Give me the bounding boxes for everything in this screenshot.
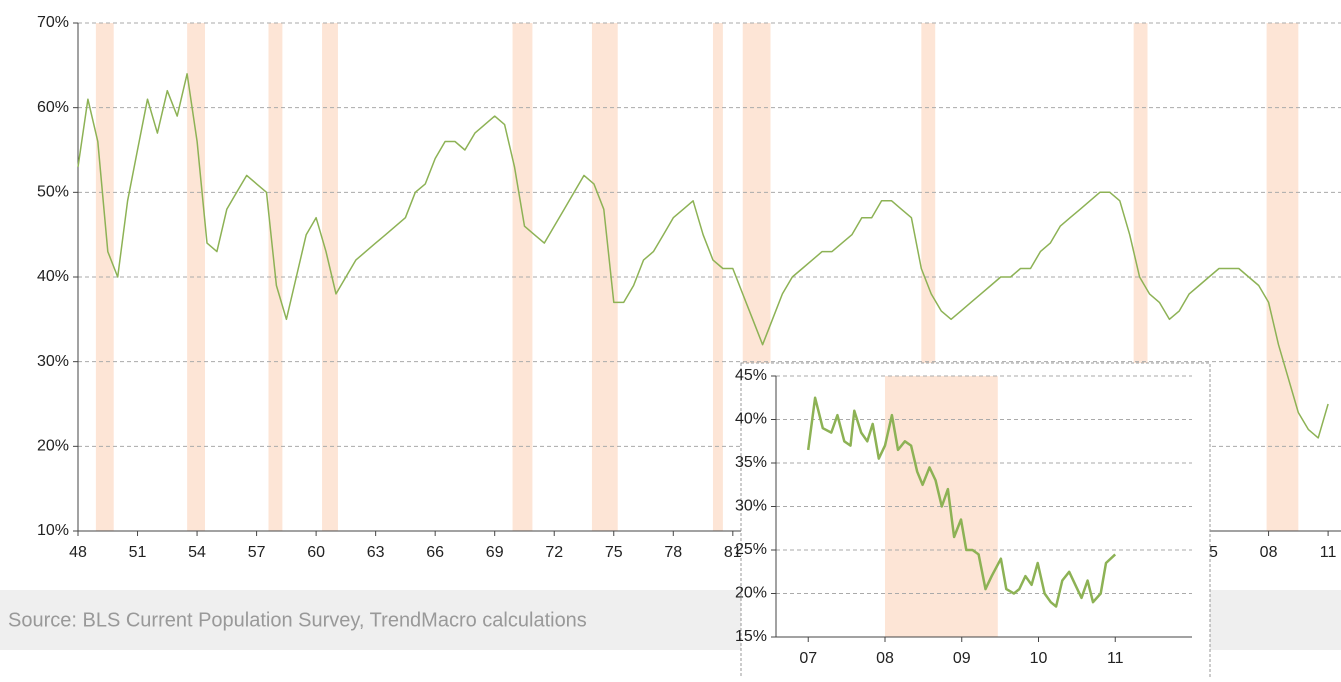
y-tick-label: 35% <box>735 454 767 471</box>
y-tick-label: 30% <box>735 498 767 515</box>
y-tick-label: 60% <box>37 99 69 116</box>
x-tick-label: 78 <box>664 544 682 561</box>
x-tick-label: 66 <box>426 544 444 561</box>
recession-band <box>95 23 114 531</box>
y-tick-label: 45% <box>735 367 767 384</box>
y-tick-label: 40% <box>37 268 69 285</box>
x-tick-label: 07 <box>799 650 817 667</box>
x-tick-label: 51 <box>129 544 147 561</box>
x-tick-label: 11 <box>1107 650 1124 667</box>
x-tick-label: 72 <box>545 544 563 561</box>
x-tick-label: 08 <box>876 650 894 667</box>
x-tick-label: 09 <box>953 650 971 667</box>
data-line <box>77 73 1329 439</box>
y-tick-label: 20% <box>735 585 767 602</box>
y-tick-label: 25% <box>735 541 767 558</box>
y-tick-label: 70% <box>37 14 69 31</box>
x-tick-label: 48 <box>69 544 87 561</box>
x-tick-label: 81 <box>724 544 742 561</box>
x-tick-label: 10 <box>1030 650 1048 667</box>
recession-band <box>187 23 205 531</box>
y-tick-label: 50% <box>37 184 69 201</box>
y-tick-label: 40% <box>735 411 767 428</box>
source: Source: BLS Current Population Survey, T… <box>8 609 587 631</box>
inset-chart: 15% 20% 25% 30% 35% 40% 45% 07 08 09 10 11 <box>735 367 1192 667</box>
x-tick-label: 11 <box>1320 544 1337 561</box>
y-tick-label: 20% <box>37 438 69 455</box>
y-tick-label: 10% <box>37 522 69 539</box>
x-tick-label: 63 <box>367 544 385 561</box>
x-tick-label: 57 <box>248 544 266 561</box>
x-tick-label: 08 <box>1260 544 1278 561</box>
y-tick-label: 30% <box>37 353 69 370</box>
data-line <box>806 396 1117 608</box>
x-tick-label: 54 <box>188 544 206 561</box>
x-tick-label: 69 <box>486 544 504 561</box>
x-tick-label: 75 <box>605 544 623 561</box>
y-tick-label: 15% <box>735 628 767 645</box>
x-tick-label: 60 <box>307 544 325 561</box>
